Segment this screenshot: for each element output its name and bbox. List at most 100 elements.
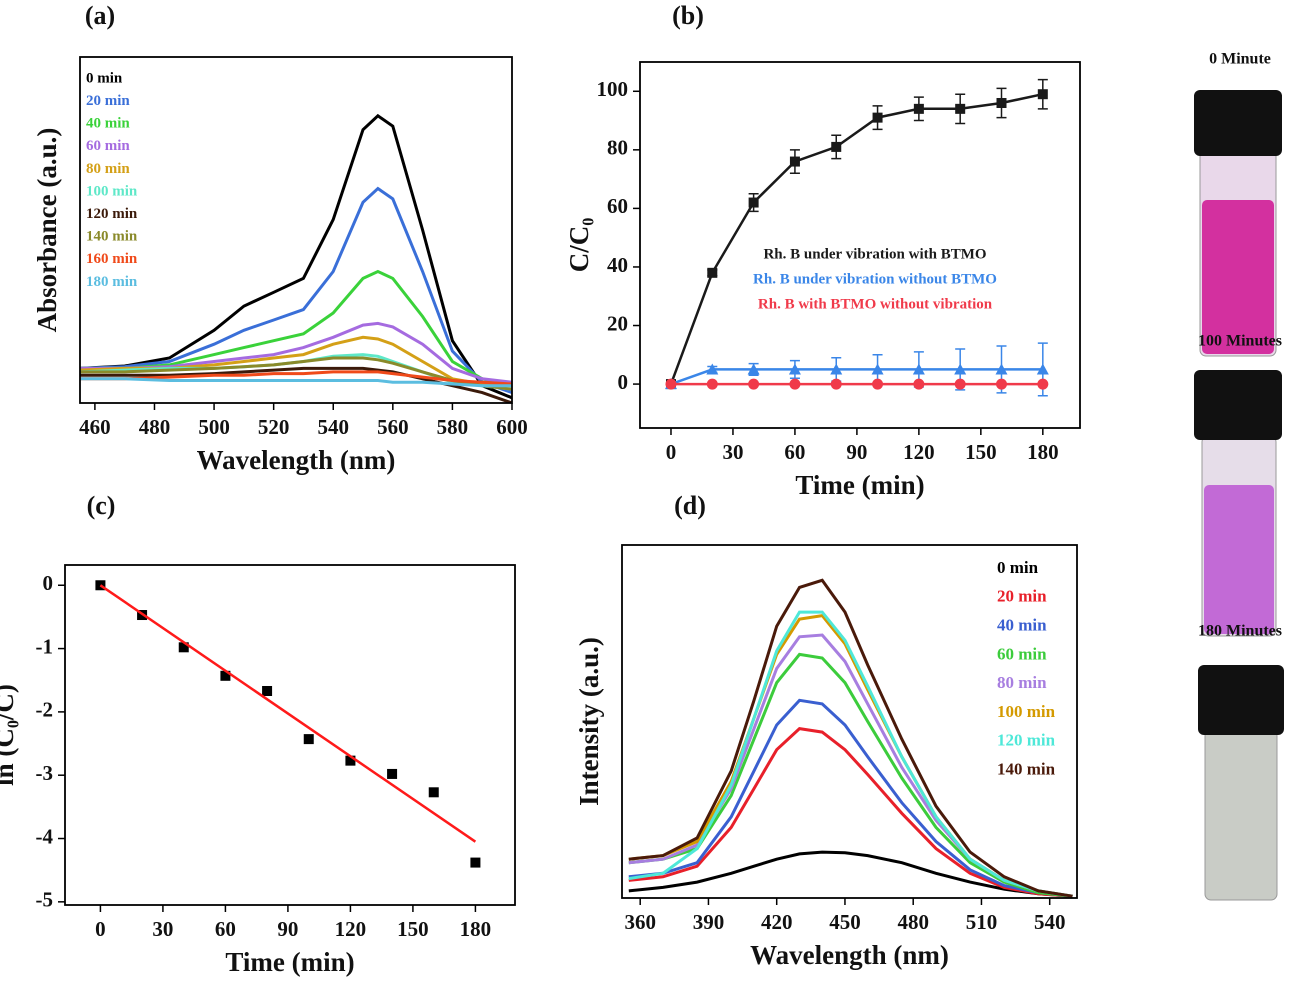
marker (95, 580, 106, 591)
series-line (628, 727, 1073, 898)
y-tick-label: 80 (607, 136, 628, 160)
x-tick-label: 510 (966, 910, 998, 934)
x-tick-label: 60 (215, 917, 236, 941)
y-tick-label: -5 (36, 888, 54, 912)
marker (262, 685, 273, 696)
legend-entry: 80 min (86, 161, 130, 177)
marker (996, 97, 1007, 108)
legend-entry: 120 min (997, 731, 1056, 750)
panel-label: (c) (87, 491, 116, 520)
x-tick-label: 540 (317, 415, 349, 439)
x-tick-label: 360 (624, 910, 656, 934)
y-tick-label: 0 (618, 370, 629, 394)
y-tick-label: 0 (43, 571, 54, 595)
legend-entry: 160 min (86, 251, 138, 267)
x-tick-label: 450 (829, 910, 861, 934)
marker (665, 378, 677, 390)
y-tick-label: 20 (607, 311, 628, 335)
x-tick-label: 150 (397, 917, 429, 941)
legend-entry: 140 min (86, 229, 138, 245)
x-tick-label: 600 (496, 415, 528, 439)
x-tick-label: 480 (897, 910, 929, 934)
marker (706, 363, 719, 375)
marker (872, 112, 883, 123)
marker (789, 156, 800, 167)
marker (831, 141, 842, 152)
marker (303, 734, 314, 745)
x-axis-label: Time (min) (795, 470, 924, 500)
x-tick-label: 150 (965, 440, 997, 464)
marker (387, 768, 398, 779)
plot-frame (621, 544, 1078, 899)
legend-entry: 140 min (997, 760, 1056, 779)
x-tick-label: 90 (277, 917, 298, 941)
x-tick-label: 390 (693, 910, 725, 934)
series-line (628, 850, 1073, 898)
x-tick-label: 30 (722, 440, 743, 464)
marker (470, 857, 481, 868)
y-axis-label: Intensity (a.u.) (574, 637, 604, 806)
series-line (628, 698, 1073, 898)
y-tick-label: 40 (607, 253, 628, 277)
legend-entry: 20 min (86, 93, 130, 109)
legend-entry: 180 min (86, 274, 138, 290)
marker (748, 197, 759, 208)
marker (955, 103, 966, 114)
series-line (80, 186, 512, 395)
marker (345, 755, 356, 766)
plot-frame (639, 61, 1081, 429)
marker (996, 378, 1008, 390)
vial-1 (1194, 370, 1282, 637)
x-tick-label: 120 (903, 440, 935, 464)
vial-0 (1194, 90, 1282, 357)
y-axis-label: C/C₀ (564, 218, 594, 273)
y-tick-label: -3 (36, 761, 54, 785)
vial-2 (1198, 665, 1284, 901)
marker (830, 378, 842, 390)
x-axis-label: Time (min) (225, 947, 354, 977)
marker (789, 378, 801, 390)
marker (872, 378, 884, 390)
series-line (80, 356, 512, 391)
x-tick-label: 60 (784, 440, 805, 464)
legend-entry: 40 min (86, 116, 130, 132)
legend-entry: 80 min (997, 673, 1047, 692)
marker (912, 363, 925, 375)
series-line (80, 269, 512, 388)
y-tick-label: 60 (607, 194, 628, 218)
x-tick-label: 0 (95, 917, 106, 941)
legend-entry: 100 min (86, 183, 138, 199)
vial-liquid (1204, 485, 1274, 634)
y-axis-label: Absorbance (a.u.) (32, 128, 62, 333)
legend-entry: 100 min (997, 702, 1056, 721)
photo-caption: 180 Minutes (1198, 623, 1282, 640)
marker (428, 787, 439, 798)
marker (220, 670, 231, 681)
plot-frame (64, 564, 516, 906)
marker (913, 378, 925, 390)
marker (995, 363, 1008, 375)
x-axis-label: Wavelength (nm) (750, 940, 949, 970)
legend-entry: 60 min (997, 644, 1047, 663)
x-tick-label: 30 (152, 917, 173, 941)
marker (1036, 363, 1049, 375)
marker (913, 103, 924, 114)
vial-cap (1194, 370, 1282, 440)
x-tick-label: 480 (139, 415, 171, 439)
x-tick-label: 460 (79, 415, 111, 439)
x-tick-label: 500 (198, 415, 230, 439)
vial-liquid (1202, 200, 1274, 354)
marker (748, 378, 760, 390)
marker (954, 378, 966, 390)
panel-label: (b) (672, 1, 704, 30)
photo-caption: 100 Minutes (1198, 333, 1282, 350)
vial-cap (1194, 90, 1282, 156)
marker (954, 363, 967, 375)
panel-label: (a) (85, 1, 115, 30)
y-axis-label: ln (C₀/C) (0, 684, 19, 786)
y-tick-label: -1 (36, 634, 54, 658)
legend-entry: Rh. B under vibration with BTMO (763, 246, 986, 262)
legend-entry: 40 min (997, 616, 1047, 635)
legend-entry: 0 min (86, 70, 123, 86)
